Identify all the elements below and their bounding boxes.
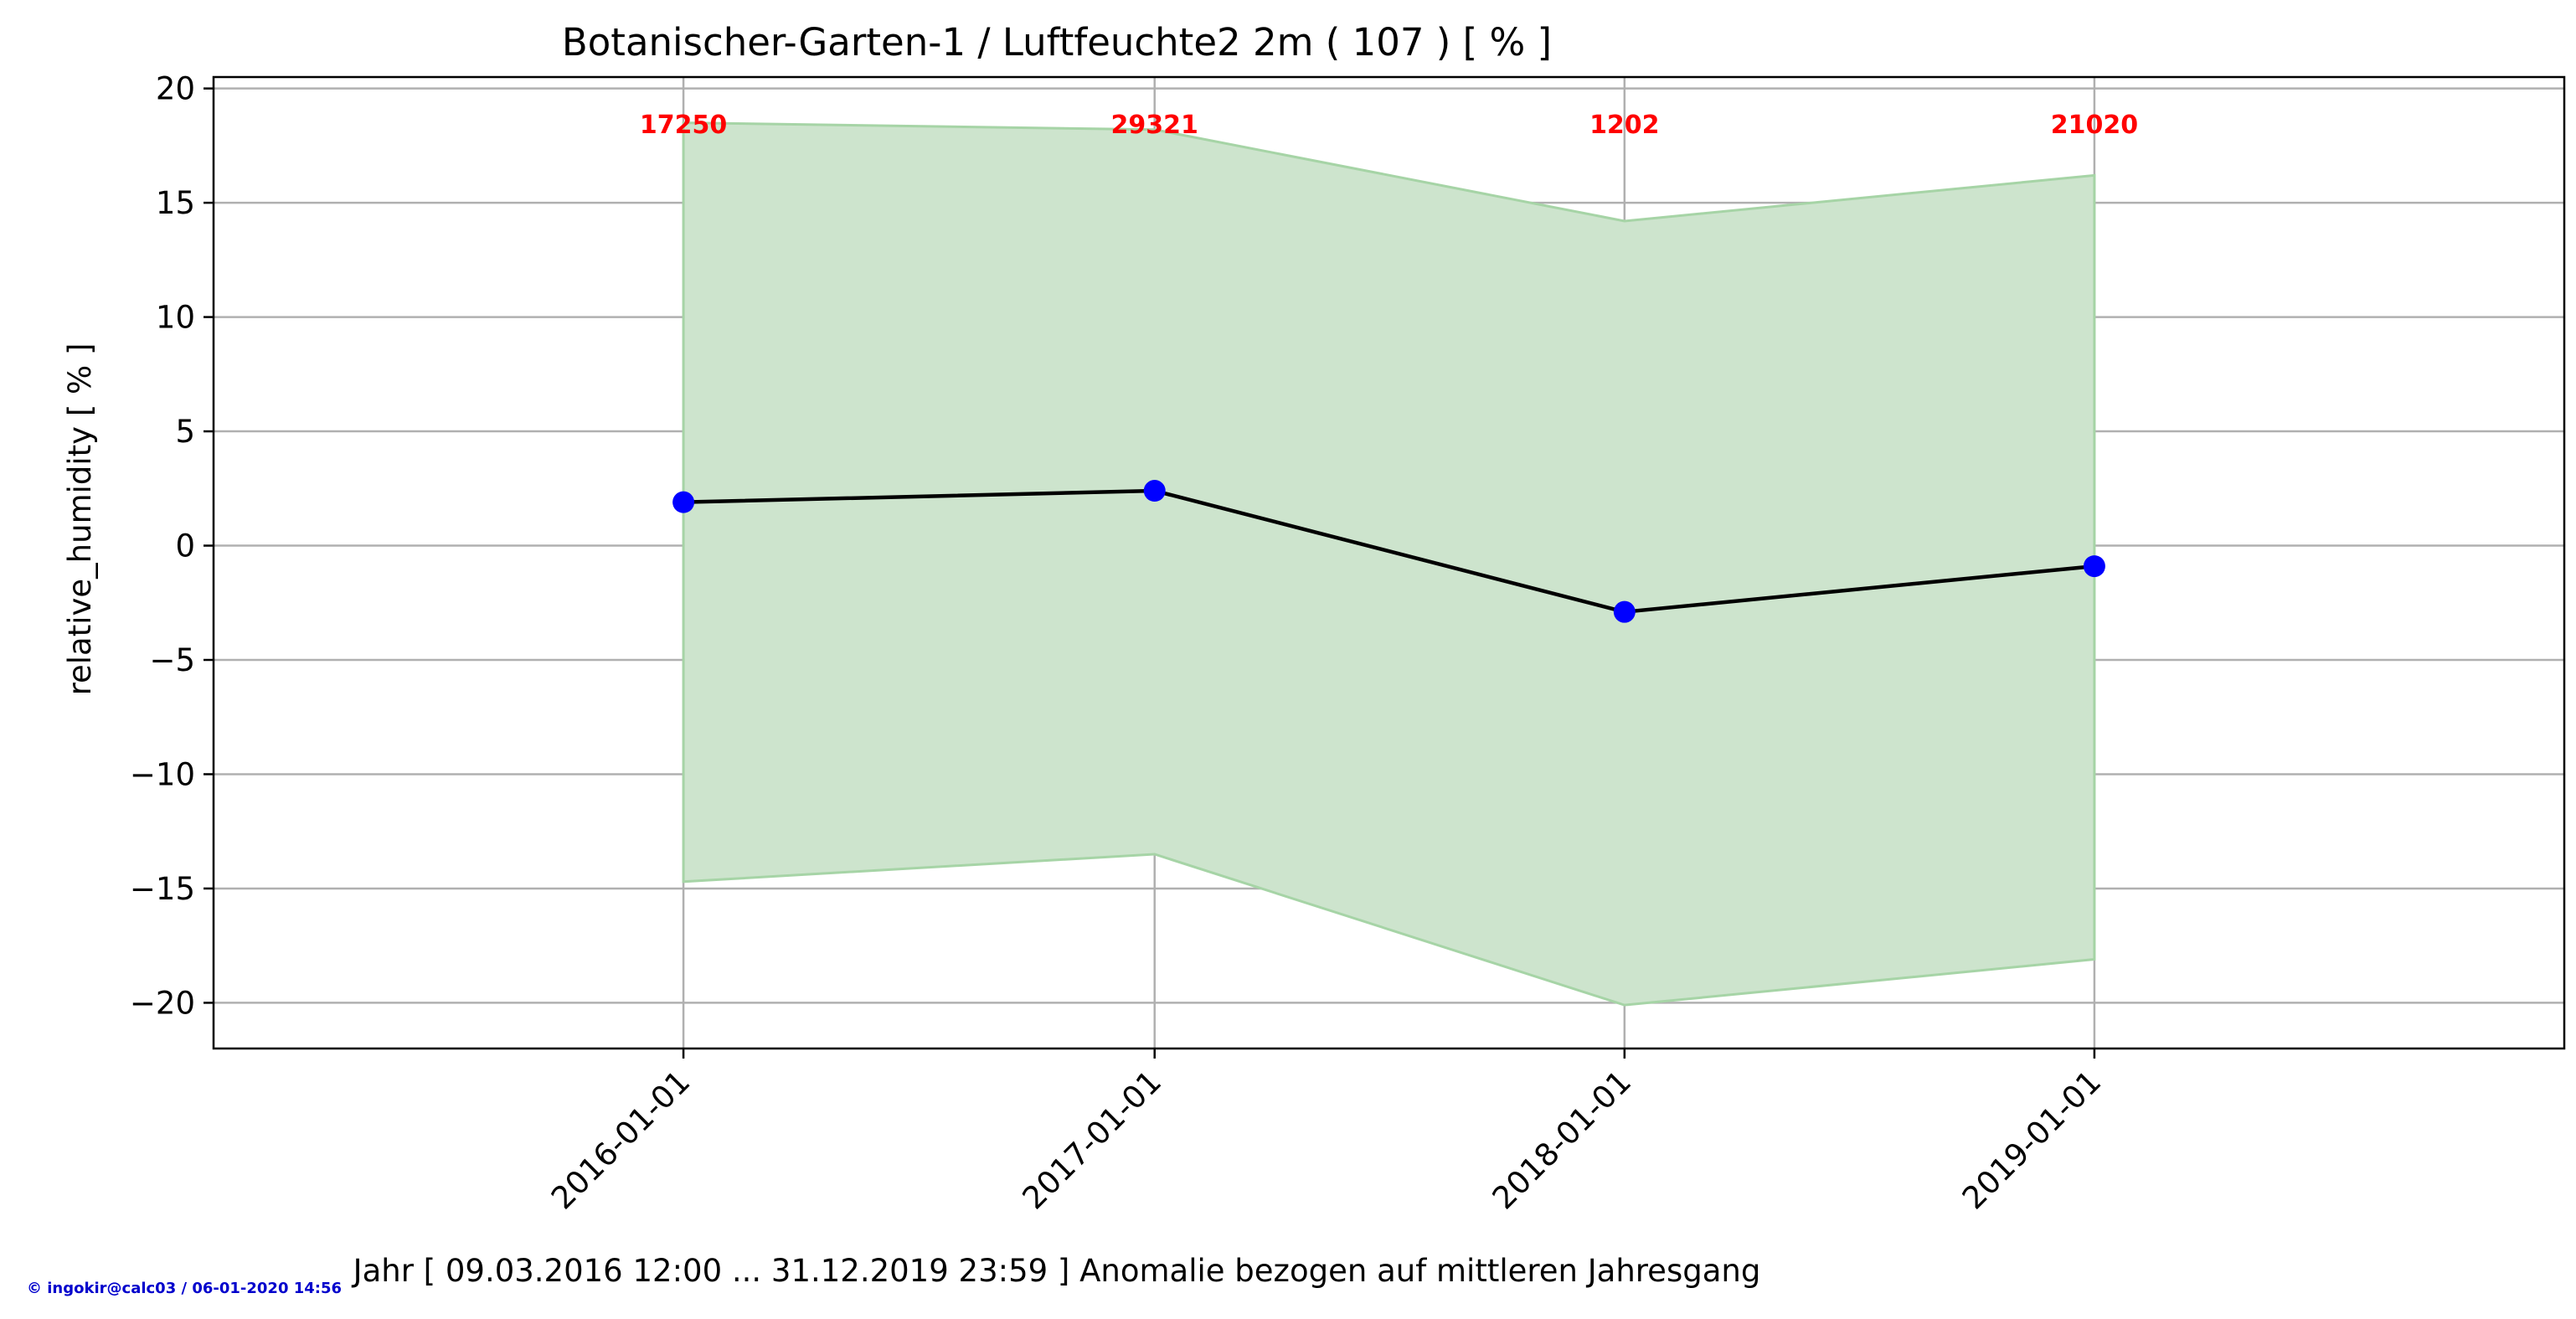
footer-credit: © ingokir@calc03 / 06-01-2020 14:56 bbox=[27, 1280, 342, 1297]
y-tick-label: 0 bbox=[175, 528, 195, 564]
y-tick-label: −10 bbox=[130, 756, 195, 792]
anomaly-line bbox=[683, 488, 2095, 614]
count-label: 29321 bbox=[1111, 111, 1198, 140]
data-point bbox=[1613, 600, 1636, 623]
data-point bbox=[2083, 555, 2105, 578]
data-point bbox=[1143, 480, 1166, 502]
count-label: 17250 bbox=[640, 111, 727, 140]
y-tick-label: 15 bbox=[156, 185, 195, 221]
count-label: 21020 bbox=[2051, 111, 2138, 140]
chart-title: Botanischer-Garten-1 / Luftfeuchte2 2m (… bbox=[562, 20, 1552, 64]
range-band bbox=[682, 121, 2096, 1007]
plot-frame bbox=[212, 75, 2566, 1050]
anomaly-series bbox=[672, 480, 2105, 623]
y-tick-label: 5 bbox=[175, 414, 195, 450]
count-labels: 17250 29321 1202 21020 bbox=[640, 111, 2138, 140]
x-axis-label: Jahr [ 09.03.2016 12:00 ... 31.12.2019 2… bbox=[352, 1253, 1761, 1289]
y-axis-label: relative_humidity [ % ] bbox=[62, 343, 98, 696]
y-tick-label: 20 bbox=[156, 71, 195, 107]
data-point bbox=[672, 491, 695, 513]
y-tick-label: −20 bbox=[130, 985, 195, 1021]
y-tick-label: 10 bbox=[156, 300, 195, 336]
y-tick-label: −15 bbox=[130, 871, 195, 907]
range-band-area bbox=[682, 121, 2096, 1007]
y-tick-label: −5 bbox=[149, 642, 195, 678]
count-label: 1202 bbox=[1589, 111, 1660, 140]
